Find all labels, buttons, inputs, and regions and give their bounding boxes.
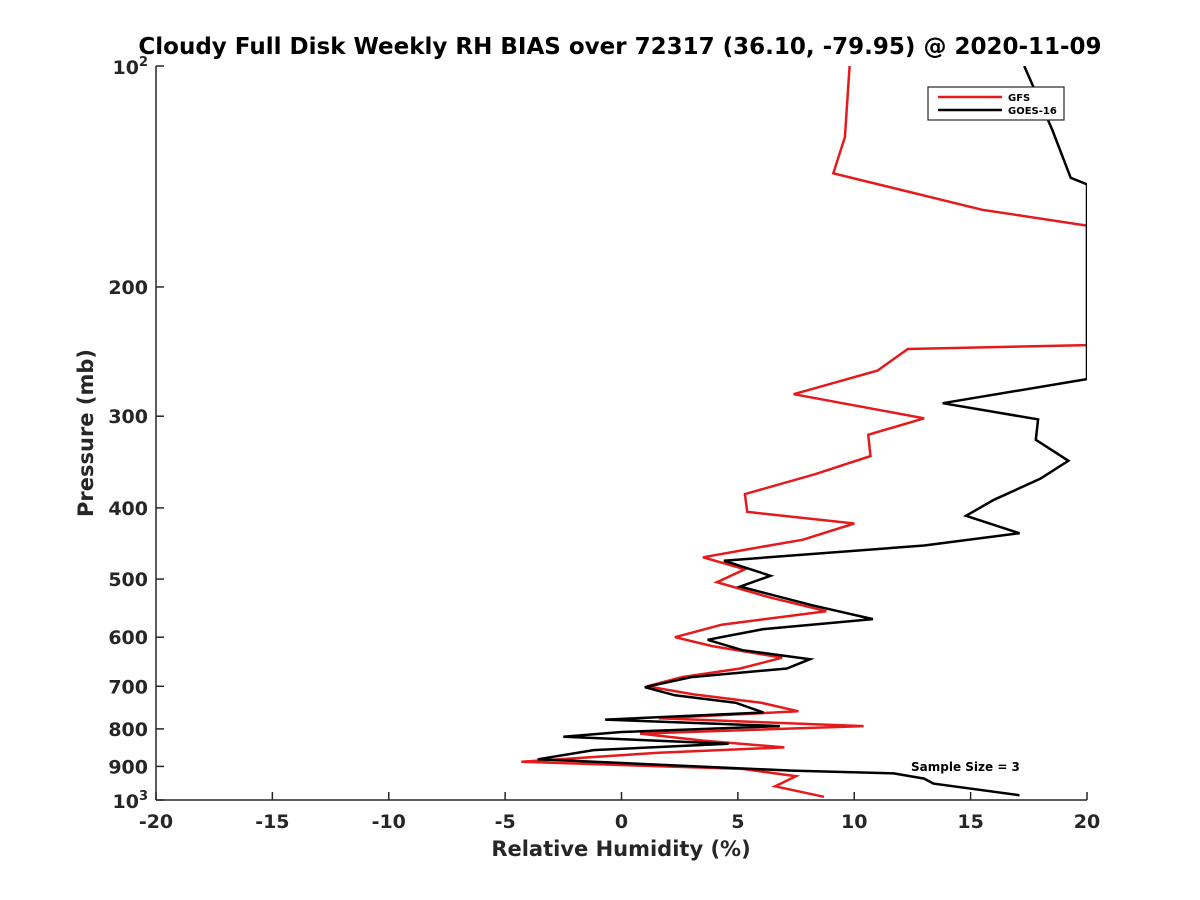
sample-size-annotation: Sample Size = 3 xyxy=(911,760,1020,774)
y-tick-label: 800 xyxy=(108,719,148,741)
x-tick-label: -20 xyxy=(139,811,173,833)
x-tick-label: 5 xyxy=(731,811,744,833)
legend-label-gfs: GFS xyxy=(1008,93,1030,104)
chart-title: Cloudy Full Disk Weekly RH BIAS over 723… xyxy=(138,34,1101,60)
x-tick-label: 0 xyxy=(615,811,628,833)
legend: GFS GOES-16 xyxy=(927,86,1065,121)
y-axis-label: Pressure (mb) xyxy=(74,349,98,517)
legend-box xyxy=(927,86,1065,121)
plot-area xyxy=(521,66,1087,799)
y-axis-ticks: 102 200 300 400 500 600 700 800 900 103 xyxy=(108,55,164,813)
y-tick-label: 900 xyxy=(108,756,148,778)
legend-label-goes16: GOES-16 xyxy=(1008,106,1057,117)
series-line-gfs xyxy=(521,66,1087,799)
y-tick-label: 700 xyxy=(108,676,148,698)
x-tick-label: -5 xyxy=(495,811,516,833)
y-tick-label: 500 xyxy=(108,569,148,591)
y-tick-label: 102 xyxy=(113,55,149,79)
x-tick-label: 15 xyxy=(957,811,983,833)
x-axis-label: Relative Humidity (%) xyxy=(491,837,750,861)
x-tick-label: -15 xyxy=(255,811,289,833)
y-tick-label: 200 xyxy=(108,277,148,299)
y-tick-label: 103 xyxy=(113,789,149,813)
x-tick-label: -10 xyxy=(372,811,406,833)
x-axis-ticks: -20 -15 -10 -5 0 5 10 15 20 xyxy=(139,792,1100,833)
x-tick-label: 20 xyxy=(1074,811,1100,833)
y-tick-label: 600 xyxy=(108,627,148,649)
y-tick-label: 300 xyxy=(108,406,148,428)
y-tick-label: 400 xyxy=(108,498,148,520)
series-line-goes16 xyxy=(537,66,1087,797)
x-tick-label: 10 xyxy=(841,811,867,833)
